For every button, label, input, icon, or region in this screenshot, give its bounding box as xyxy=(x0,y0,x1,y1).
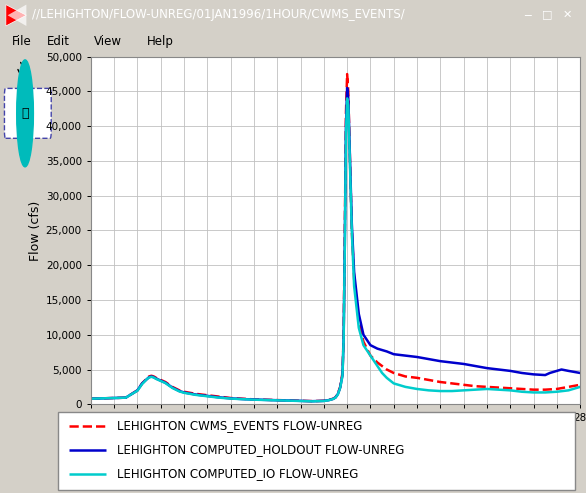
Text: Help: Help xyxy=(146,35,173,48)
LEHIGHTON CWMS_EVENTS FLOW-UNREG xyxy=(553,386,560,392)
LEHIGHTON COMPUTED_HOLDOUT FLOW-UNREG xyxy=(577,370,584,376)
FancyBboxPatch shape xyxy=(58,412,575,490)
LEHIGHTON CWMS_EVENTS FLOW-UNREG xyxy=(180,389,188,395)
Polygon shape xyxy=(8,4,26,26)
LEHIGHTON COMPUTED_IO FLOW-UNREG xyxy=(180,390,188,396)
LEHIGHTON CWMS_EVENTS FLOW-UNREG xyxy=(87,396,94,402)
LEHIGHTON COMPUTED_IO FLOW-UNREG xyxy=(340,337,347,343)
LEHIGHTON CWMS_EVENTS FLOW-UNREG xyxy=(577,382,584,388)
LEHIGHTON COMPUTED_HOLDOUT FLOW-UNREG xyxy=(546,370,553,376)
LEHIGHTON COMPUTED_IO FLOW-UNREG xyxy=(343,96,350,102)
LEHIGHTON COMPUTED_HOLDOUT FLOW-UNREG xyxy=(325,397,332,403)
LEHIGHTON COMPUTED_IO FLOW-UNREG xyxy=(495,387,502,392)
LEHIGHTON COMPUTED_IO FLOW-UNREG xyxy=(309,398,316,404)
LEHIGHTON COMPUTED_IO FLOW-UNREG xyxy=(577,384,584,390)
FancyBboxPatch shape xyxy=(5,88,51,139)
Text: //LEHIGHTON/FLOW-UNREG/01JAN1996/1HOUR/CWMS_EVENTS/: //LEHIGHTON/FLOW-UNREG/01JAN1996/1HOUR/C… xyxy=(32,8,405,21)
LEHIGHTON CWMS_EVENTS FLOW-UNREG xyxy=(343,71,350,77)
Text: ─: ─ xyxy=(524,10,531,20)
Text: LEHIGHTON COMPUTED_IO FLOW-UNREG: LEHIGHTON COMPUTED_IO FLOW-UNREG xyxy=(117,467,358,481)
LEHIGHTON COMPUTED_HOLDOUT FLOW-UNREG xyxy=(138,381,145,387)
Polygon shape xyxy=(6,4,26,26)
Text: □: □ xyxy=(542,10,553,20)
LEHIGHTON COMPUTED_HOLDOUT FLOW-UNREG xyxy=(334,391,341,397)
Text: LEHIGHTON COMPUTED_HOLDOUT FLOW-UNREG: LEHIGHTON COMPUTED_HOLDOUT FLOW-UNREG xyxy=(117,443,404,457)
Line: LEHIGHTON COMPUTED_HOLDOUT FLOW-UNREG: LEHIGHTON COMPUTED_HOLDOUT FLOW-UNREG xyxy=(91,88,580,401)
Text: LEHIGHTON CWMS_EVENTS FLOW-UNREG: LEHIGHTON CWMS_EVENTS FLOW-UNREG xyxy=(117,419,362,432)
LEHIGHTON CWMS_EVENTS FLOW-UNREG xyxy=(340,332,347,338)
LEHIGHTON COMPUTED_HOLDOUT FLOW-UNREG xyxy=(437,358,444,364)
LEHIGHTON COMPUTED_IO FLOW-UNREG xyxy=(87,396,94,402)
FancyArrowPatch shape xyxy=(18,70,29,92)
X-axis label: Sep2004: Sep2004 xyxy=(308,427,363,440)
Line: LEHIGHTON CWMS_EVENTS FLOW-UNREG: LEHIGHTON CWMS_EVENTS FLOW-UNREG xyxy=(91,74,580,401)
LEHIGHTON COMPUTED_HOLDOUT FLOW-UNREG xyxy=(343,85,350,91)
LEHIGHTON CWMS_EVENTS FLOW-UNREG xyxy=(309,398,316,404)
LEHIGHTON CWMS_EVENTS FLOW-UNREG xyxy=(227,395,234,401)
LEHIGHTON CWMS_EVENTS FLOW-UNREG xyxy=(325,397,332,403)
Text: View: View xyxy=(94,35,122,48)
LEHIGHTON COMPUTED_HOLDOUT FLOW-UNREG xyxy=(87,396,94,402)
Text: Edit: Edit xyxy=(47,35,70,48)
LEHIGHTON COMPUTED_HOLDOUT FLOW-UNREG xyxy=(309,398,316,404)
Y-axis label: Flow (cfs): Flow (cfs) xyxy=(29,200,42,261)
Line: LEHIGHTON COMPUTED_IO FLOW-UNREG: LEHIGHTON COMPUTED_IO FLOW-UNREG xyxy=(91,99,580,401)
LEHIGHTON COMPUTED_IO FLOW-UNREG xyxy=(553,389,560,395)
LEHIGHTON COMPUTED_HOLDOUT FLOW-UNREG xyxy=(148,374,155,380)
LEHIGHTON CWMS_EVENTS FLOW-UNREG xyxy=(495,385,502,390)
Circle shape xyxy=(16,60,33,167)
LEHIGHTON COMPUTED_IO FLOW-UNREG xyxy=(227,395,234,401)
LEHIGHTON COMPUTED_IO FLOW-UNREG xyxy=(325,397,332,403)
Text: 🔍: 🔍 xyxy=(21,107,29,120)
Text: ✕: ✕ xyxy=(563,10,572,20)
Text: File: File xyxy=(12,35,32,48)
